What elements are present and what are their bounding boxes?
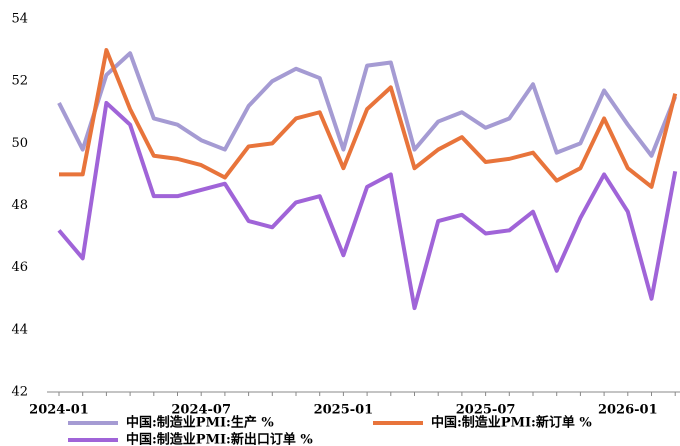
x-tick-label: 2025-01 bbox=[314, 403, 374, 418]
line-series bbox=[57, 100, 678, 311]
y-tick-label: 52 bbox=[11, 74, 28, 89]
y-tick-label: 50 bbox=[11, 136, 28, 151]
x-tick-label: 2024-01 bbox=[29, 403, 89, 418]
x-tick-label: 2024-07 bbox=[171, 403, 231, 418]
legend-label: 中国:制造业PMI:新订单 % bbox=[431, 415, 592, 431]
y-tick-label: 42 bbox=[11, 385, 28, 400]
y-tick-label: 44 bbox=[11, 322, 28, 337]
legend-label: 中国:制造业PMI:生产 % bbox=[126, 415, 274, 431]
y-tick-label: 48 bbox=[11, 198, 28, 213]
y-tick-label: 54 bbox=[11, 12, 28, 27]
line-series bbox=[59, 48, 678, 189]
legend-label: 中国:制造业PMI:新出口订单 % bbox=[126, 432, 313, 446]
x-tick-label: 2026-01 bbox=[598, 403, 658, 418]
y-tick-label: 46 bbox=[11, 260, 28, 275]
line-series bbox=[57, 51, 678, 158]
x-tick-label: 2025-07 bbox=[456, 403, 516, 418]
